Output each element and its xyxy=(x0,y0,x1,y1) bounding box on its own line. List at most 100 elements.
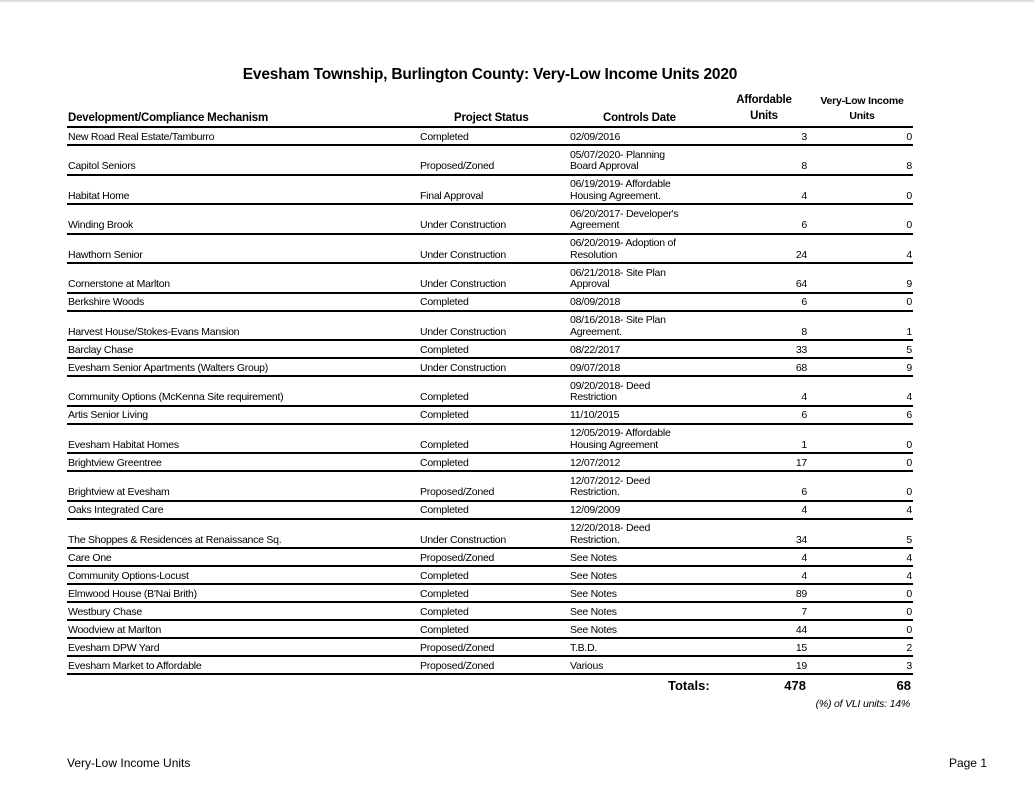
totals-vli: 68 xyxy=(896,678,911,693)
project-status: Under Construction xyxy=(420,533,506,546)
table-row: Evesham Habitat Homes Completed 12/05/2019… xyxy=(67,425,913,454)
vli-units: 9 xyxy=(906,361,912,374)
footer-title: Very-Low Income Units xyxy=(67,756,191,770)
development-name: Harvest House/Stokes-Evans Mansion xyxy=(68,325,240,338)
project-status: Completed xyxy=(420,409,469,421)
controls-date-line: 11/10/2015 xyxy=(570,409,620,421)
header-vli-line2: Units xyxy=(849,110,875,122)
vli-units: 0 xyxy=(906,587,912,600)
affordable-units: 6 xyxy=(801,409,807,421)
development-name: Habitat Home xyxy=(68,189,130,202)
affordable-units: 6 xyxy=(801,296,807,308)
project-status: Completed xyxy=(420,130,469,143)
controls-date: Various xyxy=(570,659,604,673)
table-row: Cornerstone at Marlton Under Construction… xyxy=(67,264,913,294)
affordable-units: 4 xyxy=(801,391,807,403)
development-name: Care One xyxy=(68,551,112,564)
project-status: Final Approval xyxy=(420,189,484,202)
development-name: Woodview at Marlton xyxy=(68,623,162,636)
controls-date: See Notes xyxy=(570,605,617,619)
vli-percent: (%) of VLI units: 14% xyxy=(815,698,911,710)
project-status: Proposed/Zoned xyxy=(420,160,495,172)
header-affordable-units: Affordable Units xyxy=(722,92,806,124)
development-name: Brightview Greentree xyxy=(68,456,162,469)
controls-date: 02/09/2016 xyxy=(570,130,621,144)
controls-date: 06/21/2018- Site Plan Approval xyxy=(570,267,666,291)
controls-date-line: 12/07/2012 xyxy=(570,456,621,469)
affordable-units: 15 xyxy=(795,641,807,654)
table-row: Westbury Chase Completed See Notes 7 0 xyxy=(67,603,913,621)
project-status: Completed xyxy=(420,456,469,469)
development-name: Evesham Habitat Homes xyxy=(68,438,179,451)
controls-date-line: Agreement. xyxy=(570,325,622,338)
controls-date-line: 02/09/2016 xyxy=(570,130,621,143)
vli-units: 9 xyxy=(906,278,912,290)
vli-units: 0 xyxy=(906,438,912,451)
controls-date-line: 09/07/2018 xyxy=(570,361,621,374)
development-name: Cornerstone at Marlton xyxy=(68,278,170,290)
controls-date-line: See Notes xyxy=(570,569,617,582)
table-row: Harvest House/Stokes-Evans Mansion Under … xyxy=(67,312,913,341)
controls-date: 09/20/2018- Deed Restriction xyxy=(570,380,650,404)
vli-units: 6 xyxy=(906,409,912,421)
project-status: Under Construction xyxy=(420,325,506,338)
development-name: Capitol Seniors xyxy=(68,160,136,172)
project-status: Under Construction xyxy=(420,361,506,374)
controls-date-line: Board Approval xyxy=(570,160,639,172)
table-row: Brightview at Evesham Proposed/Zoned 12/07… xyxy=(67,472,913,502)
controls-date: 12/05/2019- Affordable Housing Agreement xyxy=(570,427,671,451)
affordable-units: 7 xyxy=(801,605,807,618)
controls-date-line: 12/20/2018- Deed xyxy=(570,522,651,534)
vli-units: 0 xyxy=(906,130,912,143)
development-name: Evesham DPW Yard xyxy=(68,641,160,654)
window-edge xyxy=(0,0,1034,3)
development-name: Barclay Chase xyxy=(68,343,134,356)
vli-units: 0 xyxy=(906,456,912,469)
affordable-units: 89 xyxy=(795,587,807,600)
controls-date-line: See Notes xyxy=(570,605,617,618)
vli-units: 4 xyxy=(906,551,912,564)
controls-date: 08/22/2017 xyxy=(570,343,621,357)
table-row: Capitol Seniors Proposed/Zoned 05/07/2020-… xyxy=(67,146,913,176)
affordable-units: 44 xyxy=(795,623,807,636)
controls-date-line: 08/09/2018 xyxy=(570,296,621,308)
controls-date-line: See Notes xyxy=(570,587,617,600)
controls-date-line: 12/09/2009 xyxy=(570,504,621,516)
table-row: Oaks Integrated Care Completed 12/09/2009 4… xyxy=(67,502,913,520)
controls-date: 08/09/2018 xyxy=(570,296,621,309)
vli-units: 5 xyxy=(906,533,912,546)
development-name: Hawthorn Senior xyxy=(68,248,143,261)
vli-units: 5 xyxy=(906,343,912,356)
development-name: Artis Senior Living xyxy=(68,409,148,421)
table-row: Berkshire Woods Completed 08/09/2018 6 0 xyxy=(67,294,913,312)
header-affordable-line1: Affordable xyxy=(736,94,792,106)
project-status: Completed xyxy=(420,605,469,618)
development-name: Evesham Market to Affordable xyxy=(68,659,202,672)
affordable-units: 8 xyxy=(801,160,807,172)
vli-units: 0 xyxy=(906,219,912,231)
vli-units: 0 xyxy=(906,189,912,202)
controls-date-line: Various xyxy=(570,659,604,672)
project-status: Completed xyxy=(420,569,469,582)
controls-date: See Notes xyxy=(570,624,617,637)
header-project-status: Project Status xyxy=(454,112,529,124)
affordable-units: 8 xyxy=(801,325,807,338)
affordable-units: 6 xyxy=(801,486,807,498)
development-name: New Road Real Estate/Tamburro xyxy=(68,130,215,143)
vli-units: 4 xyxy=(906,391,912,403)
table-row: Community Options (McKenna Site requirem… xyxy=(67,377,913,407)
vli-units: 0 xyxy=(906,605,912,618)
controls-date-line: 12/07/2012- Deed xyxy=(570,474,651,487)
affordable-units: 6 xyxy=(801,219,807,231)
controls-date-line: Agreement xyxy=(570,219,620,231)
header-vli-line1: Very-Low Income xyxy=(820,95,904,107)
controls-date: 08/16/2018- Site Plan Agreement. xyxy=(570,314,666,338)
table-row: Elmwood House (B'Nai Brith) Completed See … xyxy=(67,585,913,603)
controls-date-line: Housing Agreement. xyxy=(570,189,661,202)
controls-date-line: Restriction xyxy=(570,391,617,403)
controls-date-line: See Notes xyxy=(570,551,617,564)
table-row: Community Options-Locust Completed See Not… xyxy=(67,567,913,585)
project-status: Completed xyxy=(420,296,469,308)
controls-date: 12/07/2012- Deed Restriction. xyxy=(570,474,651,499)
controls-date-line: 08/22/2017 xyxy=(570,343,621,356)
